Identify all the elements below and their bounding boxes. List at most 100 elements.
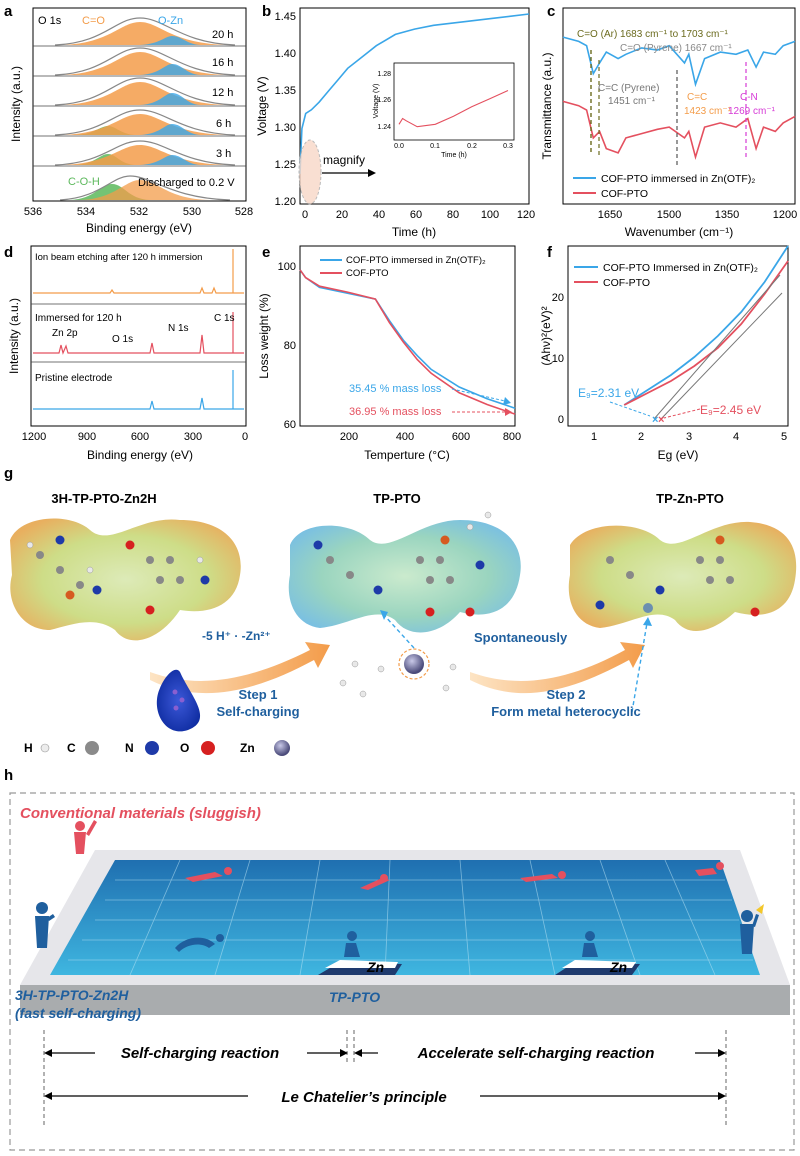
panel-a-ylabel: Intensity (a.u.)	[9, 66, 23, 142]
fast-label-1: 3H-TP-PTO-Zn2H	[15, 987, 129, 1003]
ann-cn1: C-N	[740, 92, 758, 103]
ann-cc-py1: C=C (Pyrene)	[598, 83, 659, 94]
panel-d-frame	[30, 245, 247, 427]
xtick: 0.1	[430, 143, 440, 150]
panel-c-legend: COF-PTO immersed in Zn(OTF)₂ COF-PTO	[573, 173, 755, 200]
xtick: 20	[336, 209, 348, 221]
row-label-3h: 3 h	[216, 148, 231, 160]
xtick: 60	[410, 209, 422, 221]
xtick: 0.0	[394, 143, 404, 150]
atom-legend-n: N	[125, 741, 134, 755]
panel-c-ylabel: Transmittance (a.u.)	[540, 53, 554, 160]
le-chatelier-label: Le Chatelier’s principle	[281, 1089, 446, 1106]
magnify-arrow-head	[368, 169, 376, 177]
d-peak-c: C 1s	[214, 313, 235, 324]
panel-e-yticks: 60 80 100	[278, 261, 296, 431]
xtick: 1	[591, 431, 597, 443]
xtick: 530	[183, 206, 201, 218]
e-ann-blue: 35.45 % mass loss	[349, 383, 442, 395]
panel-g: g 3H-TP-PTO-Zn2H TP-PTO TP-Zn-PTO	[4, 465, 797, 756]
d-row-etched: Ion beam etching after 120 h immersion	[35, 252, 202, 263]
panel-c-letter: c	[547, 3, 555, 20]
panel-b-frame	[299, 7, 530, 205]
panel-e-xticks: 200 400 600 800	[340, 431, 521, 443]
zn-highlight	[398, 648, 430, 680]
jetski-2: Zn	[555, 931, 640, 975]
panel-h-frame	[9, 792, 795, 1151]
pool-edge	[20, 985, 790, 1015]
tangent-blue	[653, 274, 781, 420]
voltage-curve	[299, 13, 530, 174]
zn-atom	[404, 654, 424, 674]
panel-f-frame	[567, 245, 789, 427]
tangent-red	[660, 292, 783, 420]
label-coh: C-O-H	[68, 176, 100, 188]
mol3-label: TP-Zn-PTO	[656, 491, 724, 506]
xtick: 1500	[657, 209, 681, 221]
xps-survey-pristine	[33, 397, 244, 410]
ytick: 1.24	[377, 124, 391, 131]
tauc-red-curve	[623, 260, 789, 406]
tppto-label: TP-PTO	[329, 989, 380, 1005]
xtick: 0	[302, 209, 308, 221]
ytick: 1.35	[275, 85, 296, 97]
xtick: 1650	[598, 209, 622, 221]
ann-co-py: C=O (Pyrene) 1667 cm⁻¹	[620, 43, 732, 54]
e-legend-red: COF-PTO	[346, 268, 389, 279]
f-legend-red: COF-PTO	[603, 277, 650, 289]
f-eg-red: E₉=2.45 eV	[700, 403, 761, 417]
swimmer-blue	[175, 934, 224, 952]
person-red	[74, 820, 97, 854]
xtick: 528	[235, 206, 253, 218]
jetski-2-label: Zn	[609, 959, 627, 975]
xtick: 100	[481, 209, 499, 221]
mol1-label: 3H-TP-PTO-Zn2H	[51, 491, 156, 506]
h-arrow-1: Self-charging reaction	[44, 1045, 348, 1062]
panel-a: a	[4, 3, 253, 235]
xtick: 4	[733, 431, 739, 443]
e-legend-blue: COF-PTO immersed in Zn(OTF)₂	[346, 255, 486, 266]
h-arrow-2: Accelerate self-charging reaction	[354, 1045, 726, 1062]
conventional-label: Conventional materials (sluggish)	[20, 805, 261, 822]
panel-d: d Ion beam etching after 120 h immersion…	[4, 244, 248, 462]
person-blue-left	[35, 902, 55, 948]
eg-marker-blue: ×	[652, 414, 658, 426]
ytick: 1.20	[275, 196, 296, 208]
ytick: 1.30	[275, 122, 296, 134]
panel-e-xlabel: Temperture (°C)	[364, 448, 449, 462]
step2-desc: Form metal heterocyclic	[491, 704, 641, 719]
panel-f-legend: COF-PTO Immersed in Zn(OTF)₂ COF-PTO	[574, 262, 758, 289]
panel-a-rows	[33, 17, 246, 201]
xps-row-20h	[54, 17, 236, 46]
step2-label: Step 2	[546, 687, 585, 702]
panel-f-yticks: 0 10 20	[552, 292, 564, 426]
atom-legend-zn: Zn	[240, 741, 255, 755]
panel-b-xlabel: Time (h)	[392, 225, 436, 239]
self-charging-reaction-label: Self-charging reaction	[121, 1045, 279, 1062]
xtick: 0.2	[467, 143, 477, 150]
panel-c-frame	[562, 7, 796, 205]
panel-f-xlabel: Eg (eV)	[658, 448, 699, 462]
ytick: 0	[558, 414, 564, 426]
panel-h: h Zn	[4, 767, 795, 1151]
xtick: 600	[131, 431, 149, 443]
xtick: 536	[24, 206, 42, 218]
atom-legend: H C N O Zn	[24, 740, 290, 756]
ions-label: -5 H⁺ · -Zn²⁺	[202, 629, 271, 643]
atom-legend-o: O	[180, 741, 189, 755]
ftir-red-curve	[562, 100, 796, 161]
panel-b-letter: b	[262, 3, 271, 20]
panel-c-xticks: 1650 1500 1350 1200	[598, 209, 797, 221]
inset-ylabel: Voltage (V)	[373, 84, 380, 119]
panel-e-letter: e	[262, 244, 270, 261]
xps-row-12h	[54, 77, 236, 106]
xps-survey-etched	[33, 286, 244, 294]
xtick: 120	[517, 209, 535, 221]
xtick: 5	[781, 431, 787, 443]
panel-b-xticks: 0 20 40 60 80 100 120	[302, 209, 535, 221]
mol2-label: TP-PTO	[373, 491, 420, 506]
magnify-label: magnify	[323, 153, 365, 167]
step1-arrow	[150, 642, 330, 694]
ion-blob	[156, 669, 201, 732]
ftir-blue-curve	[562, 36, 796, 88]
